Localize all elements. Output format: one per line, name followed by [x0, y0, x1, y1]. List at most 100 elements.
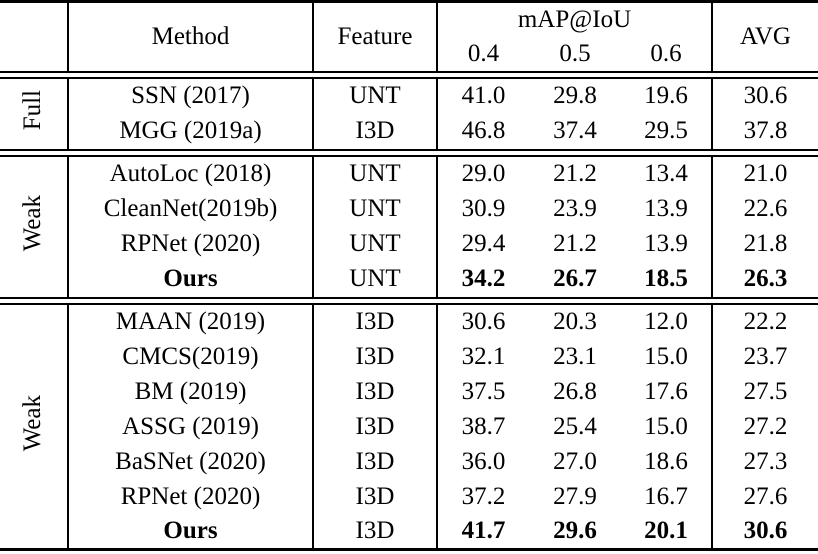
map-iou-group-header: mAP@IoU	[437, 1, 713, 38]
map-value-cell: 15.0	[621, 409, 713, 445]
avg-value-cell: 27.2	[743, 412, 788, 440]
method-cell: MAAN (2019)	[68, 304, 314, 340]
iou-05-header: 0.5	[559, 39, 591, 67]
map-value-cell: 21.2	[553, 159, 597, 187]
avg-value-cell: 22.2	[743, 307, 788, 335]
method-cell: CMCS(2019)	[68, 339, 314, 375]
group-label-cell: Full	[0, 78, 69, 149]
table-row: Weak MAAN (2019) I3D 30.6 20.3 12.0 22.2	[0, 304, 818, 550]
avg-value-cell: 27.6	[743, 482, 788, 510]
double-rule-row	[0, 70, 818, 79]
map-value-cell: 29.5	[621, 113, 713, 149]
map-value-cell: 29.0	[461, 159, 506, 187]
table-row: Full SSN (2017) UNT 41.0 29.8 19.6 30.6	[0, 78, 818, 149]
map-value-cell: 37.5	[461, 377, 506, 405]
method-cell: Ours	[68, 514, 314, 550]
map-value-cell: 15.0	[621, 339, 713, 375]
map-value-cell: 13.9	[621, 191, 713, 227]
avg-value-cell: 21.0	[743, 159, 788, 187]
table-row: MGG (2019a) I3D 46.8 37.4 29.5 37.8	[0, 113, 818, 149]
table-row: CleanNet(2019b) UNT 30.9 23.9 13.9 22.6	[0, 191, 818, 227]
method-cell: BaSNet (2020)	[68, 444, 314, 480]
table-row: BM (2019) I3D 37.5 26.8 17.6 27.5	[0, 374, 818, 410]
header-row-iou: 0.4 0.5 0.6	[0, 37, 818, 71]
avg-value-cell: 23.7	[743, 342, 788, 370]
feature-cell: I3D	[313, 479, 438, 515]
feature-column-header: Feature	[313, 1, 438, 71]
map-value-cell: 41.0	[461, 81, 506, 109]
feature-cell: I3D	[313, 304, 438, 340]
method-cell: RPNet (2020)	[68, 226, 314, 262]
method-cell: RPNet (2020)	[68, 479, 314, 515]
double-rule	[0, 148, 818, 157]
avg-value-cell: 30.6	[743, 81, 788, 109]
map-value-cell: 26.8	[553, 377, 597, 405]
table-row: RPNet (2020) I3D 37.2 27.9 16.7 27.6	[0, 479, 818, 515]
double-rule	[0, 296, 818, 305]
avg-value-cell: 22.6	[743, 194, 788, 222]
method-column-header: Method	[68, 1, 314, 71]
map-value-cell: 32.1	[461, 342, 506, 370]
method-cell: BM (2019)	[68, 374, 314, 410]
map-value-cell: 17.6	[621, 374, 713, 410]
map-value-cell: 46.8	[461, 116, 506, 144]
table-row: Ours I3D 41.7 29.6 20.1 30.6	[0, 514, 818, 550]
feature-cell: I3D	[313, 374, 438, 410]
avg-value-cell: 27.5	[743, 377, 788, 405]
group-label-cell: Weak	[0, 156, 69, 297]
map-value-cell: 23.1	[553, 342, 597, 370]
map-value-cell: 18.6	[621, 444, 713, 480]
avg-value-cell: 21.8	[743, 229, 788, 257]
map-value-cell: 19.6	[621, 78, 713, 114]
map-value-cell: 23.9	[553, 194, 597, 222]
method-cell: ASSG (2019)	[68, 409, 314, 445]
double-rule-row	[0, 148, 818, 157]
feature-cell: UNT	[313, 191, 438, 227]
method-cell: Ours	[68, 261, 314, 297]
avg-value-cell: 26.3	[743, 264, 788, 292]
map-value-cell: 29.4	[461, 229, 506, 257]
group-column-header	[0, 1, 69, 71]
iou-04-header: 0.4	[467, 39, 500, 67]
feature-cell: I3D	[313, 409, 438, 445]
map-value-cell: 36.0	[461, 447, 506, 475]
method-cell: MGG (2019a)	[68, 113, 314, 149]
method-cell: AutoLoc (2018)	[68, 156, 314, 192]
map-value-cell: 13.4	[621, 156, 713, 192]
header-row-top: Method Feature mAP@IoU AVG	[0, 1, 818, 71]
map-value-cell: 30.9	[461, 194, 506, 222]
feature-cell: UNT	[313, 78, 438, 114]
double-rule	[0, 70, 818, 79]
map-value-cell: 18.5	[621, 261, 713, 297]
map-value-cell: 30.6	[461, 307, 506, 335]
table-row: RPNet (2020) UNT 29.4 21.2 13.9 21.8	[0, 226, 818, 262]
map-value-cell: 21.2	[553, 229, 597, 257]
feature-cell: I3D	[313, 444, 438, 480]
feature-cell: UNT	[313, 261, 438, 297]
double-rule-row	[0, 296, 818, 305]
map-value-cell: 20.3	[553, 307, 597, 335]
map-value-cell: 13.9	[621, 226, 713, 262]
map-value-cell: 26.7	[553, 264, 597, 292]
avg-value-cell: 37.8	[743, 116, 788, 144]
feature-cell: I3D	[313, 113, 438, 149]
table-row: CMCS(2019) I3D 32.1 23.1 15.0 23.7	[0, 339, 818, 375]
table-row: Ours UNT 34.2 26.7 18.5 26.3	[0, 261, 818, 297]
group-label: Weak	[19, 394, 47, 452]
method-cell: SSN (2017)	[68, 78, 314, 114]
map-value-cell: 12.0	[621, 304, 713, 340]
feature-cell: UNT	[313, 226, 438, 262]
feature-cell: I3D	[313, 514, 438, 550]
map-value-cell: 38.7	[461, 412, 506, 440]
map-value-cell: 37.4	[553, 116, 597, 144]
map-value-cell: 20.1	[621, 514, 713, 550]
avg-column-header: AVG	[740, 22, 791, 50]
map-value-cell: 29.8	[553, 81, 597, 109]
avg-value-cell: 30.6	[743, 517, 788, 545]
map-value-cell: 27.9	[553, 482, 597, 510]
group-label: Weak	[19, 195, 47, 252]
map-value-cell: 37.2	[461, 482, 506, 510]
table-row: Weak AutoLoc (2018) UNT 29.0 21.2 13.4 21.0	[0, 156, 818, 297]
table-row: BaSNet (2020) I3D 36.0 27.0 18.6 27.3	[0, 444, 818, 480]
